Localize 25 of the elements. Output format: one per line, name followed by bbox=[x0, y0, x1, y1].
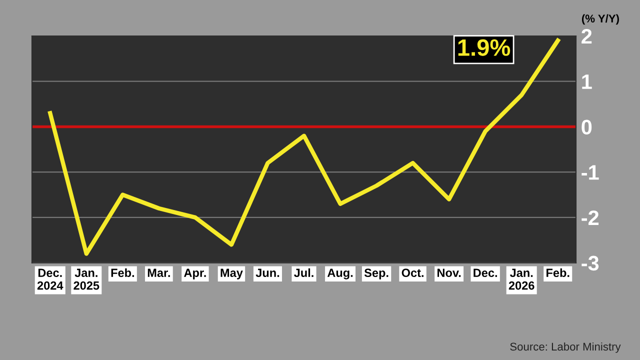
line-series bbox=[48, 38, 560, 256]
source-note: Source: Labor Ministry bbox=[510, 342, 621, 353]
y-tick-label: -3 bbox=[582, 256, 599, 271]
x-tick-label: May bbox=[220, 268, 243, 280]
x-tick-label: Oct. bbox=[402, 268, 424, 278]
y-tick-label: 2 bbox=[582, 29, 592, 44]
x-tick-label: Jul. bbox=[294, 268, 314, 278]
x-tick-label: Jan. 2026 bbox=[508, 268, 534, 290]
x-tick-label: Mar. bbox=[148, 268, 170, 278]
x-tick-label: Nov. bbox=[438, 268, 461, 278]
y-tick-label: -1 bbox=[582, 165, 599, 180]
annotation: 1.9% bbox=[458, 39, 510, 56]
x-tick-label: Sep. bbox=[364, 268, 388, 280]
x-tick-label: Dec. 2024 bbox=[37, 268, 64, 290]
x-tick-label: Jan. 2025 bbox=[74, 268, 100, 290]
y-tick-label: 0 bbox=[582, 120, 592, 134]
x-tick-label: Feb. bbox=[111, 268, 134, 278]
y-tick-label: -2 bbox=[582, 210, 599, 225]
x-tick-label: Aug. bbox=[327, 268, 353, 280]
x-tick-label: Dec. bbox=[474, 268, 497, 278]
y-tick-label: 1 bbox=[582, 74, 592, 89]
x-tick-label: Apr. bbox=[184, 268, 206, 280]
x-tick-label: Feb. bbox=[546, 268, 570, 278]
x-tick-label: Jun. bbox=[256, 268, 280, 278]
y-axis-title: (% Y/Y) bbox=[582, 14, 619, 25]
